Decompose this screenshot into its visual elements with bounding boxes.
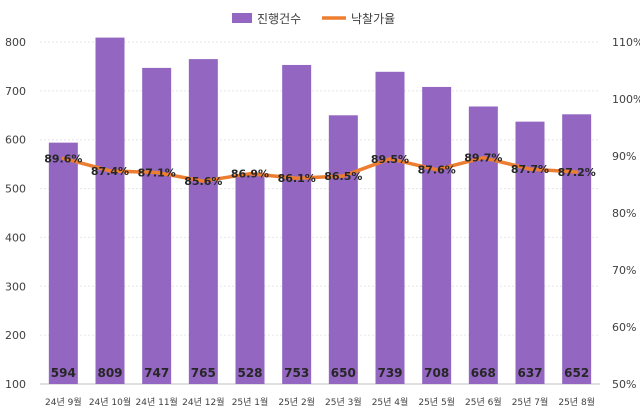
y-right-tick-label: 70% <box>612 264 636 277</box>
bar <box>235 174 265 384</box>
rate-value-label: 87.1% <box>138 167 176 180</box>
y-left-tick-label: 800 <box>5 36 26 49</box>
x-tick-label: 25년 7월 <box>512 396 549 408</box>
legend-swatch-bars <box>232 13 252 23</box>
bar-value-label: 739 <box>377 366 402 380</box>
x-tick-label: 24년 9월 <box>45 396 82 408</box>
x-tick-label: 24년 12월 <box>182 396 224 408</box>
rate-value-label: 87.2% <box>558 166 596 179</box>
x-tick-label: 25년 6월 <box>465 396 502 408</box>
rate-point <box>575 170 579 174</box>
bar-value-label: 652 <box>564 366 589 380</box>
bar <box>468 106 498 385</box>
y-right-tick-label: 80% <box>612 207 636 220</box>
rate-line <box>61 155 579 183</box>
rate-point <box>528 167 532 171</box>
rate-value-label: 85.6% <box>184 175 222 188</box>
y-right-tick-label: 100% <box>612 93 640 106</box>
rate-point <box>108 169 112 173</box>
rate-point <box>481 156 485 160</box>
x-tick-label: 25년 1월 <box>232 396 269 408</box>
y-right-tick-label: 50% <box>612 378 636 391</box>
bar-value-label: 765 <box>191 366 216 380</box>
bar <box>515 121 545 384</box>
rate-point <box>248 172 252 176</box>
bar-value-label: 753 <box>284 366 309 380</box>
bar <box>48 142 78 384</box>
y-left-tick-label: 600 <box>5 134 26 147</box>
rate-value-label: 86.9% <box>231 168 269 181</box>
rate-point <box>341 174 345 178</box>
y-right-tick-label: 90% <box>612 150 636 163</box>
bar <box>95 37 125 385</box>
rate-point <box>388 157 392 161</box>
legend-label-bars: 진행건수 <box>257 11 301 26</box>
bar <box>328 115 358 385</box>
legend-label-line: 낙찰가율 <box>351 12 395 26</box>
y-right-tick-label: 110% <box>612 36 640 49</box>
bar-value-label: 708 <box>424 366 449 380</box>
x-tick-label: 24년 11월 <box>136 396 178 408</box>
x-tick-label: 25년 4월 <box>372 396 409 408</box>
rate-point <box>201 179 205 183</box>
y-right-tick-label: 60% <box>612 321 636 334</box>
y-left-tick-label: 400 <box>5 231 26 244</box>
bar-value-label: 809 <box>97 366 122 380</box>
y-left-tick-label: 700 <box>5 85 26 98</box>
bar-value-label: 668 <box>471 366 496 380</box>
bar <box>422 86 452 384</box>
rate-value-label: 86.5% <box>324 170 362 183</box>
rate-point <box>435 168 439 172</box>
y-left-tick-label: 100 <box>5 378 26 391</box>
bar-value-label: 594 <box>51 366 76 380</box>
bar-value-label: 650 <box>331 366 356 380</box>
rate-point <box>295 176 299 180</box>
rate-value-label: 87.4% <box>91 165 129 178</box>
rate-value-label: 89.6% <box>44 152 82 165</box>
bar <box>375 71 405 384</box>
rate-point <box>61 156 65 160</box>
bar-value-label: 528 <box>237 366 262 380</box>
y-left-tick-label: 200 <box>5 329 26 342</box>
rate-value-label: 87.6% <box>418 164 456 177</box>
bar <box>562 114 592 385</box>
rate-value-label: 89.5% <box>371 153 409 166</box>
rate-value-label: 89.7% <box>464 152 502 165</box>
x-tick-label: 25년 5월 <box>418 396 455 408</box>
bar <box>282 64 312 384</box>
x-tick-label: 24년 10월 <box>89 396 131 408</box>
rate-value-label: 87.7% <box>511 163 549 176</box>
x-tick-label: 25년 8월 <box>558 396 595 408</box>
y-left-tick-label: 500 <box>5 183 26 196</box>
x-tick-label: 25년 2월 <box>278 396 315 408</box>
x-tick-label: 25년 3월 <box>325 396 362 408</box>
bar <box>188 59 218 384</box>
bar-value-label: 747 <box>144 366 169 380</box>
rate-point <box>155 171 159 175</box>
rate-value-label: 86.1% <box>278 172 316 185</box>
bar-value-label: 637 <box>517 366 542 380</box>
y-left-tick-label: 300 <box>5 280 26 293</box>
bar <box>142 67 172 384</box>
